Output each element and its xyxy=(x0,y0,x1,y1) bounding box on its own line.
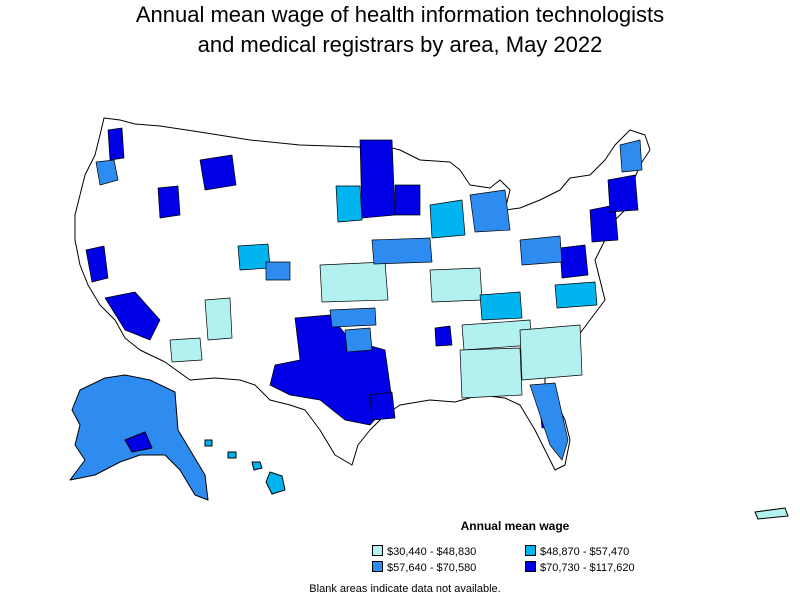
mississippi-alabama-area xyxy=(459,347,523,399)
los-angeles-area xyxy=(104,291,161,341)
south-dakota-area xyxy=(335,185,363,223)
maine-area xyxy=(619,139,643,173)
legend-swatch-range-1 xyxy=(372,545,383,556)
legend-item-range-3: $57,640 - $70,580 xyxy=(372,561,476,574)
legend-item-range-1: $30,440 - $48,830 xyxy=(372,545,476,558)
hawaii-maui xyxy=(251,461,263,471)
dallas-area xyxy=(344,327,373,353)
footnote: Blank areas indicate data not available. xyxy=(309,583,501,595)
louisiana-area xyxy=(369,391,396,421)
kentucky-area xyxy=(479,291,523,321)
puerto-rico-area xyxy=(754,507,789,520)
michigan-area xyxy=(469,189,511,233)
ohio-pennsylvania-area xyxy=(519,235,563,266)
virginia-area xyxy=(554,281,598,309)
montana-area xyxy=(199,154,237,191)
legend-label-range-2: $48,870 - $57,470 xyxy=(540,546,630,558)
hawaii-big-island xyxy=(265,471,286,495)
legend-swatch-range-3 xyxy=(372,561,383,572)
hawaii-kauai xyxy=(204,439,213,447)
boise-idaho-area xyxy=(157,185,181,219)
legend-label-range-4: $70,730 - $117,620 xyxy=(540,562,635,574)
legend-title: Annual mean wage xyxy=(460,519,570,533)
minnesota-metro-area xyxy=(394,184,421,216)
iowa-area xyxy=(371,237,433,265)
oklahoma-area xyxy=(329,307,377,328)
map-title-line-1: Annual mean wage of health information t… xyxy=(135,2,665,27)
new-england-area xyxy=(607,174,639,213)
midwest-area xyxy=(429,267,483,303)
legend-label-range-3: $57,640 - $70,580 xyxy=(387,562,477,574)
new-york-area xyxy=(589,204,619,243)
legend-item-range-2: $48,870 - $57,470 xyxy=(525,545,629,558)
legend-swatch-range-4 xyxy=(525,561,536,572)
alaska-anchorage-area xyxy=(124,431,153,453)
kansas-area xyxy=(319,261,389,303)
minnesota-area xyxy=(359,139,396,219)
map-title-line-2: and medical registrars by area, May 2022 xyxy=(197,32,603,57)
legend-item-range-4: $70,730 - $117,620 xyxy=(525,561,635,574)
bay-area xyxy=(85,245,109,283)
seattle-area xyxy=(107,127,125,161)
wisconsin-area xyxy=(429,199,466,239)
portland-area xyxy=(95,159,119,186)
denver-area xyxy=(265,261,291,281)
mid-atlantic-area xyxy=(559,244,589,279)
arizona-area xyxy=(169,337,203,363)
legend-label-range-1: $30,440 - $48,830 xyxy=(387,546,477,558)
area-shading xyxy=(85,127,643,461)
memphis-area xyxy=(434,325,453,347)
georgia-carolina-area xyxy=(519,324,583,381)
hawaii-oahu xyxy=(227,451,237,459)
new-mexico-area xyxy=(204,297,233,341)
florida-area xyxy=(529,382,569,461)
map-title: Annual mean wage of health information t… xyxy=(0,0,800,60)
legend-swatch-range-2 xyxy=(525,545,536,556)
colorado-area xyxy=(237,243,271,271)
